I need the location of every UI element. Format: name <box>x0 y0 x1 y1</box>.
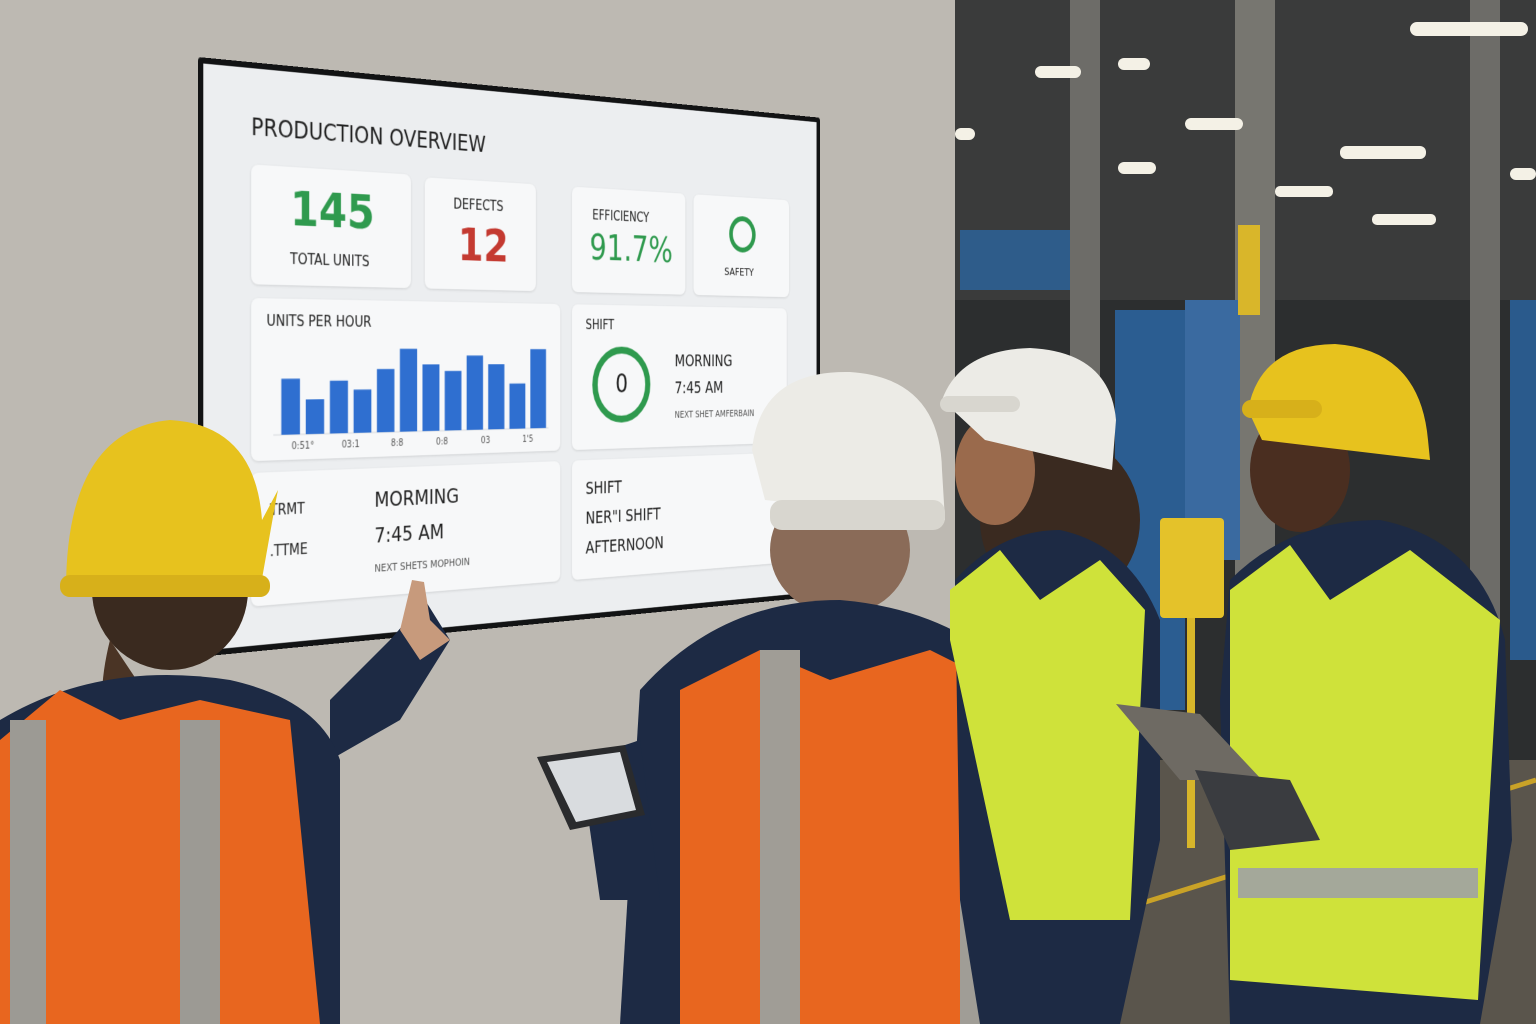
ceiling-light <box>1035 66 1081 78</box>
x-tick-label: 0:51° <box>291 440 314 452</box>
hand <box>400 580 450 660</box>
ceiling-light <box>1118 162 1156 174</box>
hat-brim <box>60 575 270 597</box>
hard-hat <box>66 420 278 590</box>
chart-card: UNITS PER HOUR 0:51° 03:1 8:8 0:8 03 1'5 <box>251 298 561 462</box>
bar <box>305 399 325 435</box>
hard-hat <box>752 371 945 520</box>
wall-display: PRODUCTION OVERVIEW 145 TOTAL UNITS DEFE… <box>198 57 820 657</box>
machine <box>960 230 1070 290</box>
bar-chart: 0:51° 03:1 8:8 0:8 03 1'5 <box>251 348 560 452</box>
x-tick-label: 8:8 <box>391 438 403 449</box>
reflective-stripe <box>180 720 220 1024</box>
machine <box>1185 300 1240 560</box>
hard-hat <box>942 348 1116 470</box>
worker <box>0 420 450 1024</box>
x-tick-label: 0:8 <box>436 437 448 448</box>
vest <box>950 550 1145 920</box>
hat-brim <box>940 396 1020 412</box>
ceiling-light <box>1118 58 1150 70</box>
bar <box>281 378 300 435</box>
machine <box>1510 300 1536 660</box>
shift-card: SHIFT 0 MORNING 7:45 AM NEXT SHET AMFERB… <box>571 304 787 451</box>
x-tick-label: 03:1 <box>342 439 360 451</box>
vest <box>0 690 320 1024</box>
worker <box>1116 344 1512 1024</box>
bar <box>329 380 348 434</box>
x-tick-label: 1'5 <box>522 434 533 445</box>
shift-gauge: 0 <box>590 343 653 427</box>
glove <box>1195 770 1320 850</box>
reflective-stripe <box>10 720 46 1024</box>
x-tick-label: 03 <box>481 435 490 446</box>
ceiling-light <box>1372 214 1436 225</box>
hat-brim <box>1242 400 1322 418</box>
ceiling-light <box>955 128 975 140</box>
ceiling-light <box>1410 22 1528 36</box>
ceiling-light <box>1340 146 1426 159</box>
reflective-stripe <box>760 650 800 1024</box>
hat-brim <box>770 500 945 530</box>
ceiling-light <box>1510 168 1536 180</box>
beacon <box>1238 225 1260 315</box>
warning-sign <box>1160 518 1224 618</box>
worker <box>940 348 1160 1024</box>
gauge-value: 0 <box>615 369 628 399</box>
vest <box>1230 545 1500 1000</box>
dashboard-screen: PRODUCTION OVERVIEW 145 TOTAL UNITS DEFE… <box>203 63 817 651</box>
ceiling-light <box>1275 186 1333 197</box>
hard-hat <box>1248 344 1430 460</box>
tablet-screen <box>547 752 636 822</box>
ceiling-light <box>1185 118 1243 130</box>
clipboard <box>1116 704 1262 780</box>
reflective-stripe <box>1238 868 1478 898</box>
